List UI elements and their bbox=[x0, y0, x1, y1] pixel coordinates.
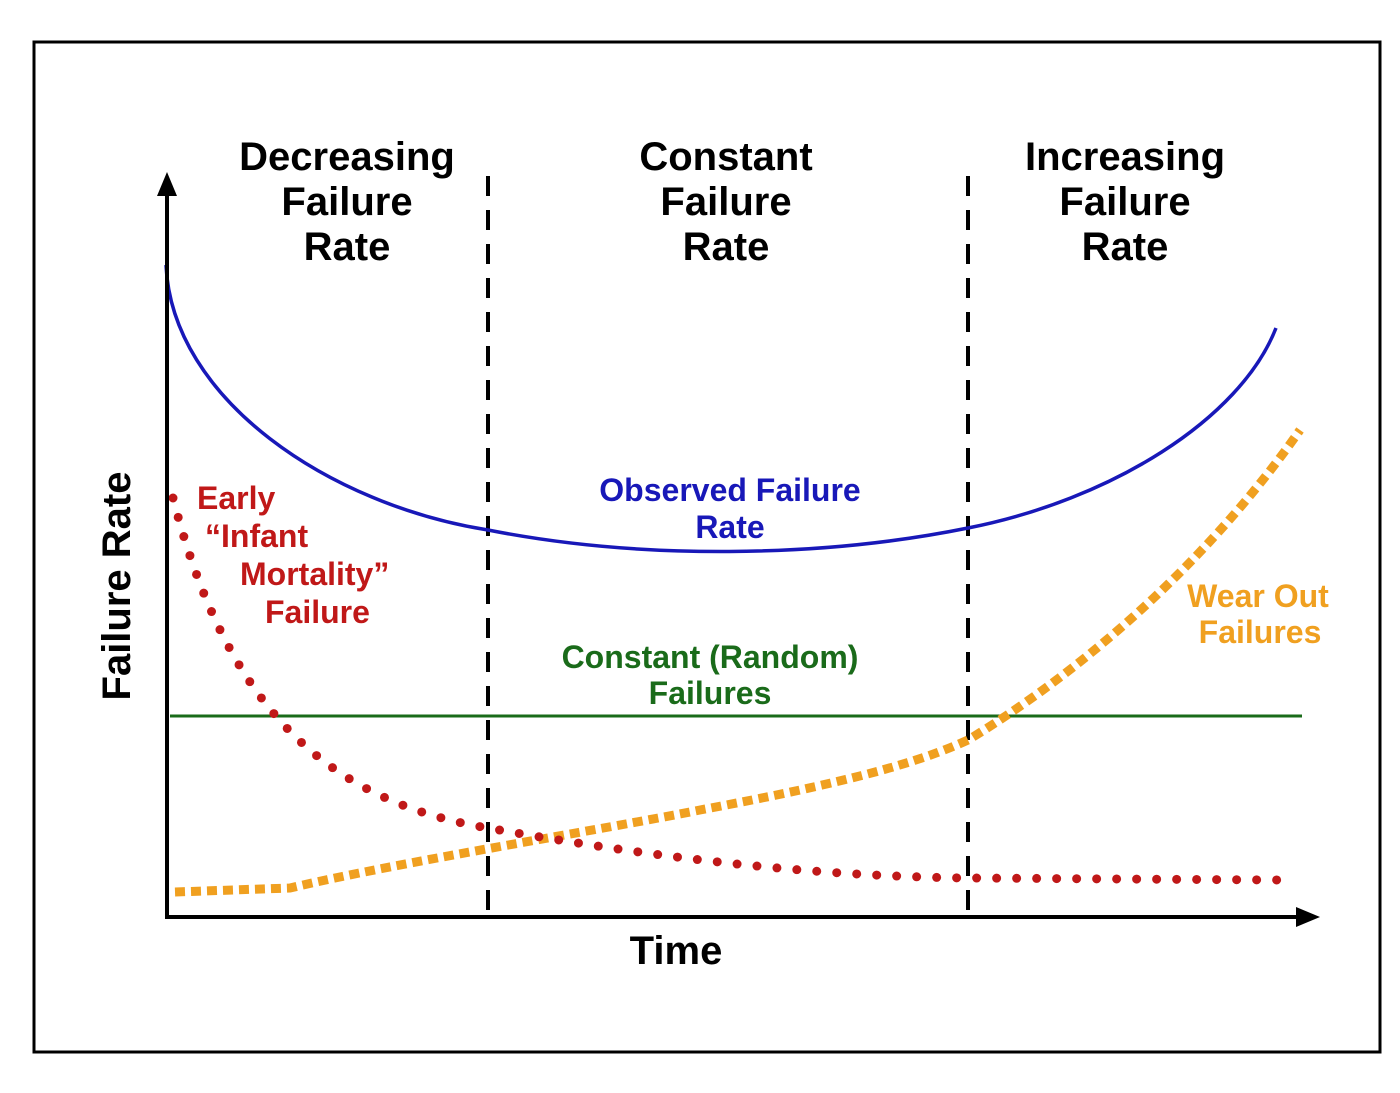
observed-label: Observed Failure bbox=[599, 472, 860, 508]
region-label: Failure bbox=[1059, 180, 1190, 224]
observed-label: Rate bbox=[695, 509, 764, 545]
x-axis-arrow bbox=[1296, 907, 1320, 927]
region-label: Failure bbox=[281, 180, 412, 224]
early-label: Failure bbox=[265, 594, 370, 630]
region-label: Rate bbox=[683, 225, 770, 269]
constant-label: Constant (Random) bbox=[562, 639, 859, 675]
region-label: Constant bbox=[639, 135, 812, 179]
frame bbox=[32, 40, 1382, 1054]
region-label: Increasing bbox=[1025, 135, 1225, 179]
constant-label: Failures bbox=[649, 675, 772, 711]
region-label: Decreasing bbox=[239, 135, 455, 179]
early-label: “Infant bbox=[205, 518, 308, 554]
y-axis-arrow bbox=[157, 172, 177, 196]
wear-out-label: Failures bbox=[1199, 614, 1322, 650]
early-label: Mortality” bbox=[240, 556, 389, 592]
wear-out-curve bbox=[174, 427, 1304, 897]
region-label: Rate bbox=[1082, 225, 1169, 269]
region-label: Failure bbox=[660, 180, 791, 224]
y-axis-label: Failure Rate bbox=[95, 472, 139, 701]
observed-failure-curve bbox=[164, 264, 1278, 554]
early-label: Early bbox=[197, 480, 275, 516]
wear-out-label: Wear Out bbox=[1187, 578, 1329, 614]
x-axis-label: Time bbox=[630, 929, 723, 973]
region-label: Rate bbox=[304, 225, 391, 269]
